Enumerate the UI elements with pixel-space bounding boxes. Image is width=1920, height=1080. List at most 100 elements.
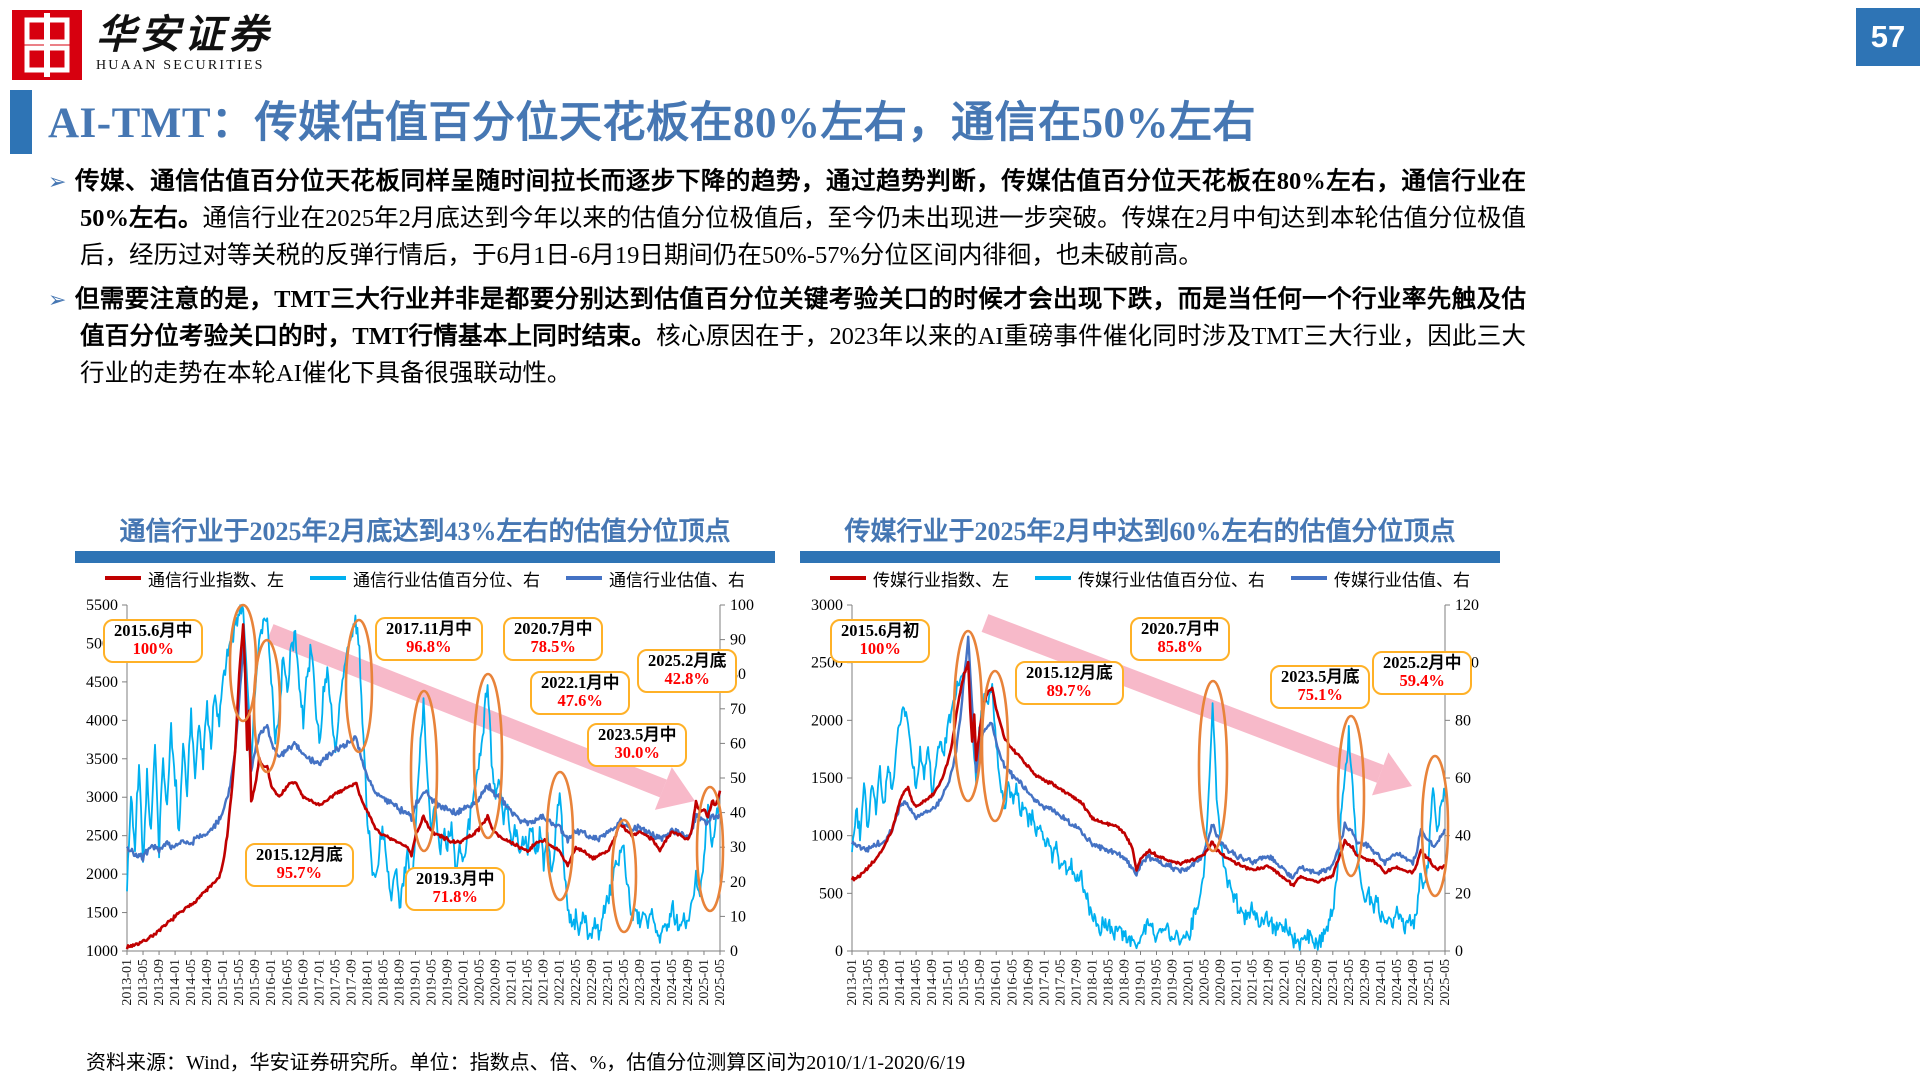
x-axis-tick-label: 2024-01 xyxy=(1374,959,1389,1006)
callout-value: 42.8% xyxy=(664,669,710,689)
x-axis-tick-label: 2013-01 xyxy=(845,959,860,1006)
callout-value: 96.8% xyxy=(406,637,452,657)
x-axis-tick-label: 2015-09 xyxy=(973,959,988,1006)
x-axis-tick-label: 2013-05 xyxy=(861,959,876,1006)
company-name-cn: 华安证券 xyxy=(96,12,272,57)
x-axis-tick-label: 2024-05 xyxy=(665,959,680,1006)
logo-text: 华安证券 HUAAN SECURITIES xyxy=(96,10,272,74)
right-axis-tick-label: 10 xyxy=(730,908,746,925)
left-axis-tick-label: 3000 xyxy=(811,597,843,614)
x-axis-tick-label: 2025-01 xyxy=(1422,959,1437,1006)
x-axis-tick-label: 2019-05 xyxy=(1150,959,1165,1006)
company-name-en: HUAAN SECURITIES xyxy=(96,58,265,73)
x-axis-tick-label: 2014-05 xyxy=(909,959,924,1006)
x-axis-tick-label: 2024-09 xyxy=(681,959,696,1006)
x-axis-tick-label: 2014-09 xyxy=(925,959,940,1006)
x-axis-tick-label: 2016-05 xyxy=(280,959,295,1006)
legend-label: 通信行业指数、左 xyxy=(148,570,284,590)
title-underline xyxy=(75,551,775,563)
right-axis-tick-label: 0 xyxy=(730,943,738,960)
x-axis-tick-label: 2018-05 xyxy=(1101,959,1116,1006)
x-axis-tick-label: 2025-05 xyxy=(713,959,728,1006)
bullet-item: ➢ 但需要注意的是，TMT三大行业并非是都要分别达到估值百分位关键考验关口的时候才… xyxy=(48,281,1526,392)
trend-arrow-head-icon xyxy=(654,767,695,810)
callout-date: 2015.12月底 xyxy=(1026,663,1113,682)
callout-value: 95.7% xyxy=(276,863,322,883)
x-axis-tick-label: 2020-01 xyxy=(1182,959,1197,1006)
x-axis-tick-label: 2017-09 xyxy=(344,959,359,1006)
x-axis-tick-label: 2019-01 xyxy=(1133,959,1148,1006)
callout: 2023.5月中 30.0% xyxy=(587,723,688,767)
highlight-ellipse xyxy=(472,672,504,840)
x-axis-tick-label: 2013-01 xyxy=(120,959,135,1006)
title-accent-bar xyxy=(10,90,32,154)
x-axis-tick-label: 2014-01 xyxy=(168,959,183,1006)
bullet-item: ➢ 传媒、通信估值百分位天花板同样呈随时间拉长而逐步下降的趋势，通过趋势判断，传媒… xyxy=(48,163,1526,274)
right-axis-tick-label: 20 xyxy=(730,874,746,891)
highlight-ellipse xyxy=(1336,714,1366,878)
x-axis-tick-label: 2020-05 xyxy=(473,959,488,1006)
x-axis-tick-label: 2016-01 xyxy=(264,959,279,1006)
x-axis-tick-label: 2018-01 xyxy=(360,959,375,1006)
legend-label: 传媒行业指数、左 xyxy=(873,570,1009,590)
x-axis-tick-label: 2024-05 xyxy=(1390,959,1405,1006)
callout-date: 2015.6月初 xyxy=(841,621,920,640)
series-line xyxy=(850,660,1446,888)
callout-value: 89.7% xyxy=(1046,681,1092,701)
series-line xyxy=(851,661,1446,952)
x-axis-tick-label: 2021-01 xyxy=(1230,959,1245,1006)
x-axis-tick-label: 2020-01 xyxy=(457,959,472,1006)
chart-title: 通信行业于2025年2月底达到43%左右的估值分位顶点 xyxy=(119,517,731,546)
x-axis-tick-label: 2019-05 xyxy=(425,959,440,1006)
x-axis-tick-label: 2021-09 xyxy=(537,959,552,1006)
right-axis-tick-label: 30 xyxy=(730,839,746,856)
x-axis-tick-label: 2016-05 xyxy=(1005,959,1020,1006)
legend-item: 通信行业估值、右 xyxy=(566,566,745,591)
x-axis-tick-label: 2019-01 xyxy=(408,959,423,1006)
title-underline xyxy=(800,551,1500,563)
right-axis-tick-label: 100 xyxy=(730,597,754,614)
callout-value: 85.8% xyxy=(1157,637,1203,657)
left-axis-tick-label: 5500 xyxy=(86,597,118,614)
plot-area: 5500 5000 4500 4000 3500 3000 2500 2000 1500 1000… xyxy=(75,591,775,1036)
callout: 2019.3月中 71.8% xyxy=(405,867,506,911)
series-line xyxy=(125,646,721,862)
highlight-ellipse xyxy=(1420,754,1450,898)
x-axis-tick-label: 2014-05 xyxy=(184,959,199,1006)
callout: 2023.5月底 75.1% xyxy=(1270,665,1371,709)
callout-date: 2022.1月中 xyxy=(541,673,620,692)
series-line xyxy=(850,635,1447,880)
page-number-badge: 57 xyxy=(1856,8,1920,66)
huaan-logo-icon xyxy=(12,10,82,80)
chart-title: 传媒行业于2025年2月中达到60%左右的估值分位顶点 xyxy=(844,517,1456,546)
callout: 2020.7月中 85.8% xyxy=(1130,617,1231,661)
x-axis-tick-label: 2016-09 xyxy=(1021,959,1036,1006)
highlight-ellipse xyxy=(980,669,1010,823)
x-axis-tick-label: 2024-09 xyxy=(1406,959,1421,1006)
legend-swatch-icon xyxy=(105,576,141,580)
x-axis-tick-label: 2016-01 xyxy=(989,959,1004,1006)
highlight-ellipse xyxy=(952,629,984,803)
highlight-ellipse xyxy=(252,638,282,774)
legend-swatch-icon xyxy=(830,576,866,580)
callout-value: 71.8% xyxy=(432,887,478,907)
callout-date: 2023.5月中 xyxy=(598,725,677,744)
x-axis-tick-label: 2013-09 xyxy=(877,959,892,1006)
x-axis-tick-label: 2020-09 xyxy=(489,959,504,1006)
x-axis-tick-label: 2021-05 xyxy=(1246,959,1261,1006)
legend-swatch-icon xyxy=(1035,576,1071,580)
x-axis-tick-label: 2021-09 xyxy=(1262,959,1277,1006)
plot-area: 3000250020001500100050001201008060402002… xyxy=(800,591,1500,1036)
bullet-text: 但需要注意的是，TMT三大行业并非是都要分别达到估值百分位关键考验关口的时候才会… xyxy=(74,286,1526,350)
legend-label: 传媒行业估值、右 xyxy=(1334,570,1470,590)
series-line xyxy=(126,604,721,944)
legend-item: 通信行业指数、左 xyxy=(105,566,284,591)
bullet-arrow-icon: ➢ xyxy=(48,169,67,194)
chart-panel-telecom: 通信行业于2025年2月底达到43%左右的估值分位顶点 通信行业指数、左 通信行业… xyxy=(75,515,775,1040)
callout: 2017.11月中 96.8% xyxy=(375,617,483,661)
trend-arrow xyxy=(981,614,1384,783)
x-axis-tick-label: 2019-09 xyxy=(441,959,456,1006)
callout-value: 47.6% xyxy=(557,691,603,711)
right-axis-tick-label: 70 xyxy=(730,701,746,718)
x-axis-tick-label: 2015-05 xyxy=(232,959,247,1006)
